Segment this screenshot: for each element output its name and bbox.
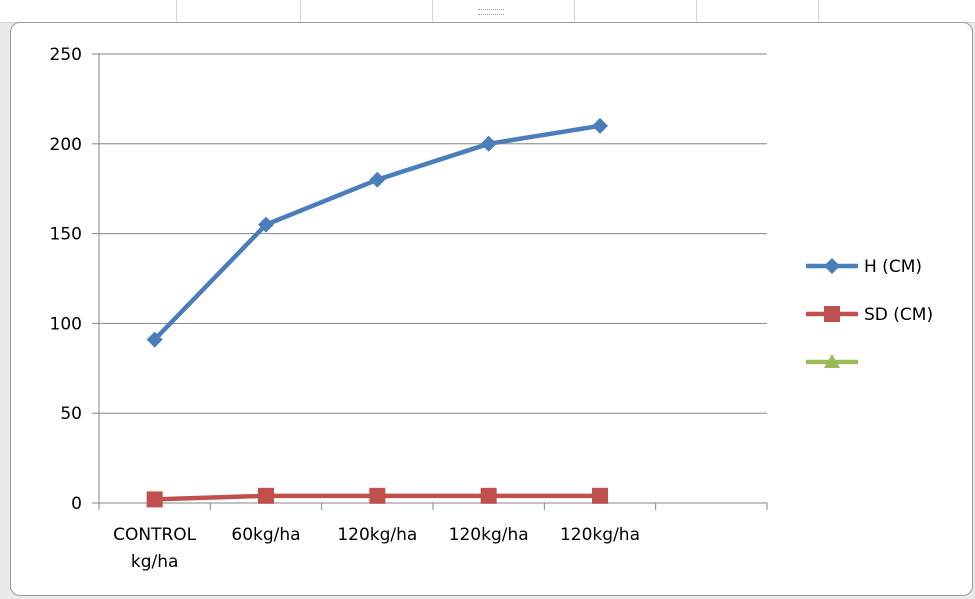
column-divider [696,0,697,22]
series-0-point-4 [592,117,608,134]
series-0-point-2 [369,171,386,188]
column-divider [176,0,177,22]
gridlines [99,53,767,414]
x-tick-label-1: 60kg/ha [231,525,300,545]
column-divider [300,0,301,22]
legend-item-2 [806,354,858,368]
legend-item-0: H (CM) [806,257,922,277]
x-tick-label-0: CONTROL kg/ha [113,525,197,572]
legend-item-1: SD (CM) [806,305,933,325]
series-1-point-2 [369,487,386,504]
legend-marker [824,306,840,322]
series-0-point-0 [146,331,163,348]
y-tick-label-4: 200 [50,135,82,155]
x-axis-tick-labels: CONTROL kg/ha 60kg/ha 120kg/ha 120kg/ha 120kg… [113,525,640,572]
x-tick-label-3: 120kg/ha [449,525,529,545]
series-1-point-0 [146,491,163,508]
series-layer [146,117,608,508]
legend: H (CM) SD (CM) [806,257,933,368]
chart-area[interactable]: 0 50 100 150 200 250 CONTROL kg/ha 60kg/ha 120kg… [10,22,973,596]
chart-resize-grip[interactable] [478,9,504,15]
series-line-0 [152,123,603,342]
series-1-point-3 [480,487,497,504]
y-axis-tick-labels: 0 50 100 150 200 250 [50,45,82,514]
series-1-point-4 [592,487,608,504]
y-tick-label-5: 250 [50,45,82,65]
axes [92,53,768,510]
series-0 [146,117,608,348]
column-divider [574,0,575,22]
y-tick-label-2: 100 [50,314,82,334]
legend-marker [824,258,840,274]
column-divider [432,0,433,22]
y-tick-label-1: 50 [60,404,82,424]
legend-label-1: SD (CM) [864,305,933,325]
x-tick-label-4: 120kg/ha [560,525,640,545]
x-tick-label-2: 120kg/ha [337,525,417,545]
series-0-point-1 [258,216,274,233]
y-tick-label-0: 0 [71,494,82,514]
series-1-point-1 [258,487,274,504]
legend-label-0: H (CM) [864,257,922,277]
legend-marker [824,354,840,368]
series-1 [146,487,608,508]
y-tick-label-3: 150 [50,225,82,245]
spreadsheet-background [0,0,975,23]
series-0-point-3 [480,135,497,152]
column-divider [818,0,819,22]
line-chart: 0 50 100 150 200 250 CONTROL kg/ha 60kg/ha 120kg… [50,45,934,572]
